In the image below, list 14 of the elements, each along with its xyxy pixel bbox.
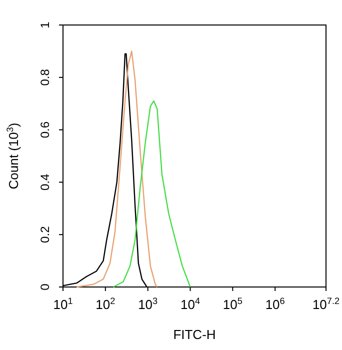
x-tick-label: 10$^{5}$ [222,296,242,312]
x-tick-label: 10$^{4}$ [180,296,200,312]
x-tick-label: 10$^{6}$ [265,296,285,312]
x-tick-label: 10$^{3}$ [138,296,158,312]
y-tick-label: 0 [38,283,52,290]
x-tick-label: 10$^{7.2}$ [312,296,340,312]
y-tick-label: 0.4 [38,174,52,191]
y-tick-label: 0.8 [38,68,52,86]
y-tick-label: 0.2 [38,226,52,243]
y-tick-label: 1 [38,21,52,28]
y-tick-label: 0.6 [38,121,52,138]
x-axis-title: FITC-H [173,327,216,342]
x-tick-label: 10$^{1}$ [53,296,73,312]
x-tick-label: 10$^{2}$ [96,296,116,312]
